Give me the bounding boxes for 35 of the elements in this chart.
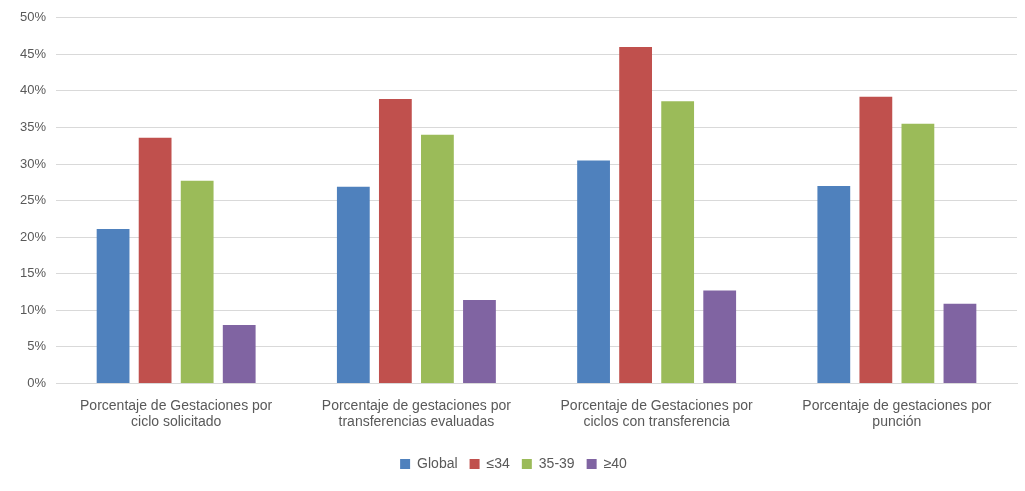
bar xyxy=(96,229,130,383)
bar xyxy=(817,185,851,383)
y-tick-label: 30% xyxy=(19,155,47,171)
y-tick-label: 0% xyxy=(27,374,47,390)
bar xyxy=(336,186,370,383)
bar xyxy=(619,47,653,383)
bar xyxy=(463,300,496,383)
bar xyxy=(138,137,172,383)
y-tick-label: 45% xyxy=(19,45,47,61)
bar xyxy=(421,134,454,383)
y-tick-label: 40% xyxy=(19,82,47,98)
bar xyxy=(661,101,695,383)
y-tick-label: 5% xyxy=(27,338,47,354)
y-tick-label: 20% xyxy=(19,228,47,244)
bar xyxy=(859,96,893,383)
y-tick-label: 50% xyxy=(19,9,47,25)
legend-label: Global xyxy=(417,454,458,471)
legend-label: 35-39 xyxy=(538,454,575,471)
y-tick-label: 35% xyxy=(19,119,47,135)
x-tick-label: Porcentaje de gestaciones por punción xyxy=(802,396,992,430)
bar xyxy=(901,123,935,383)
bar xyxy=(180,180,214,383)
y-tick-label: 10% xyxy=(19,301,47,317)
y-tick-label: 15% xyxy=(19,265,47,281)
bar xyxy=(577,160,610,383)
legend-label: ≤34 xyxy=(486,454,511,471)
x-tick-label: Porcentaje de gestaciones por transferencias evaluadas xyxy=(321,396,512,430)
bar xyxy=(943,303,977,383)
x-tick-label: Porcentaje de Gestaciones por ciclos con transferencia xyxy=(560,396,754,430)
bar xyxy=(703,290,737,383)
bar xyxy=(222,324,256,383)
legend-label: ≥40 xyxy=(603,454,628,471)
bar xyxy=(378,98,412,383)
y-tick-label: 25% xyxy=(19,192,47,208)
x-tick-label: Porcentaje de Gestaciones por ciclo solicitado xyxy=(80,396,273,430)
